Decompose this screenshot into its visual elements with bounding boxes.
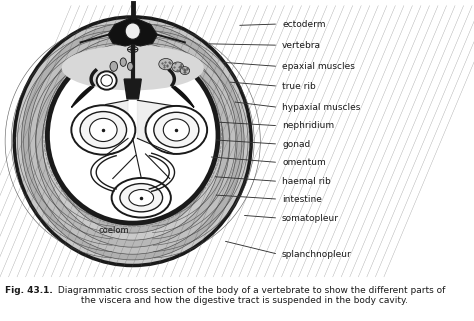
Text: hypaxial muscles: hypaxial muscles	[282, 103, 360, 112]
Polygon shape	[72, 51, 194, 108]
Polygon shape	[106, 100, 128, 155]
Ellipse shape	[125, 23, 140, 39]
Text: ectoderm: ectoderm	[282, 20, 326, 29]
Text: gonad: gonad	[282, 140, 310, 149]
Text: intestine: intestine	[282, 195, 322, 204]
Text: coelom: coelom	[99, 226, 129, 235]
Text: epaxial muscles: epaxial muscles	[282, 62, 355, 71]
Text: Diagrammatic cross section of the body of a vertebrate to show the different par: Diagrammatic cross section of the body o…	[55, 286, 445, 305]
Text: omentum: omentum	[282, 158, 326, 167]
Ellipse shape	[50, 49, 216, 233]
Polygon shape	[124, 79, 141, 99]
Ellipse shape	[128, 62, 133, 70]
Ellipse shape	[21, 22, 244, 260]
Polygon shape	[137, 100, 174, 154]
Ellipse shape	[28, 28, 237, 254]
Ellipse shape	[129, 189, 154, 206]
Ellipse shape	[43, 42, 223, 240]
Ellipse shape	[71, 105, 136, 155]
Text: true rib: true rib	[282, 82, 316, 91]
Ellipse shape	[36, 35, 230, 247]
Ellipse shape	[180, 67, 190, 74]
Ellipse shape	[159, 58, 173, 70]
Text: arota: arota	[96, 137, 118, 146]
Text: nephridium: nephridium	[282, 121, 334, 130]
Ellipse shape	[163, 119, 189, 141]
Ellipse shape	[47, 48, 218, 223]
Text: mesentary: mesentary	[136, 137, 182, 146]
Text: haemal rib: haemal rib	[282, 177, 331, 186]
Ellipse shape	[154, 112, 199, 148]
Ellipse shape	[110, 61, 118, 71]
Text: somatopleur: somatopleur	[282, 213, 339, 222]
Ellipse shape	[90, 118, 117, 142]
Text: vertebra: vertebra	[282, 41, 321, 50]
Ellipse shape	[120, 184, 163, 212]
Polygon shape	[108, 17, 157, 46]
Ellipse shape	[172, 62, 184, 72]
Ellipse shape	[97, 71, 117, 90]
Ellipse shape	[112, 178, 171, 218]
Ellipse shape	[146, 106, 207, 154]
Ellipse shape	[14, 17, 251, 265]
Ellipse shape	[128, 46, 138, 53]
Ellipse shape	[120, 58, 127, 66]
Text: splanchnopleur: splanchnopleur	[282, 250, 352, 259]
Text: Fig. 43.1.: Fig. 43.1.	[5, 286, 53, 295]
Ellipse shape	[62, 45, 204, 91]
Ellipse shape	[80, 112, 127, 148]
